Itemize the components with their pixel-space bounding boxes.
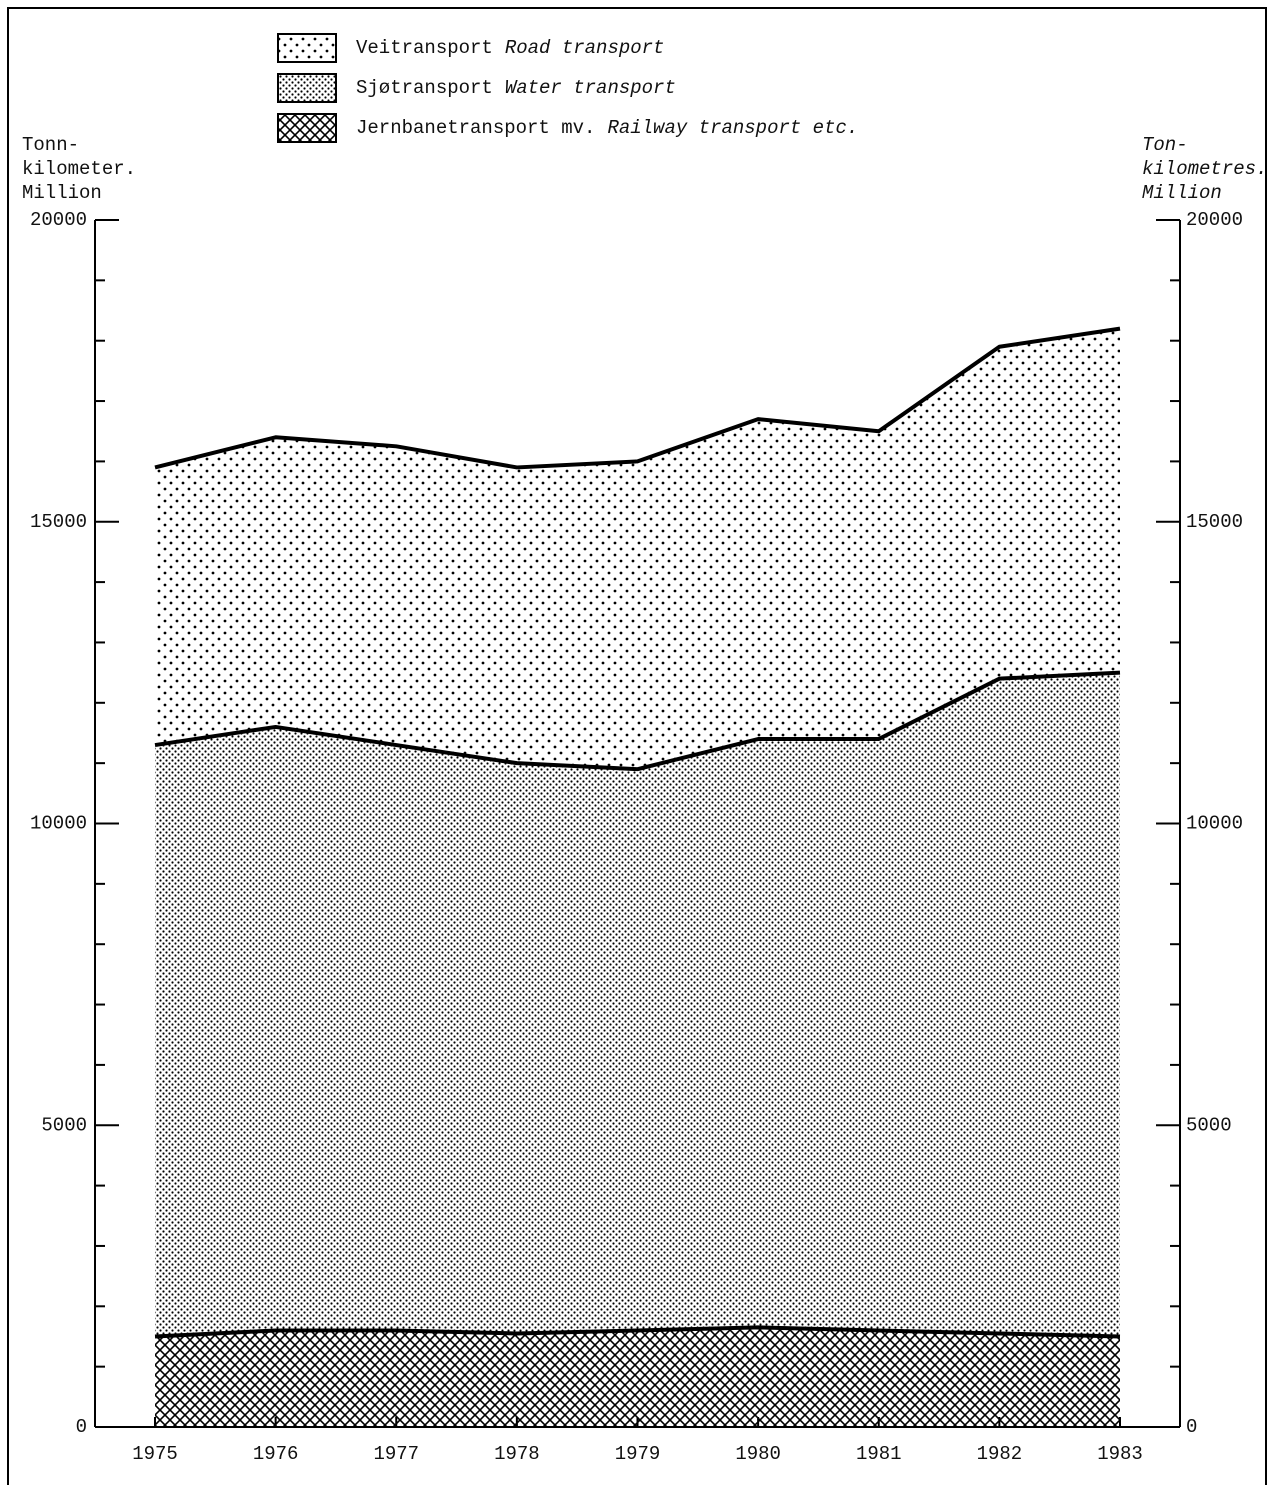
area-fill bbox=[155, 672, 1120, 1337]
legend-name-en: Railway transport etc. bbox=[607, 117, 858, 139]
x-tick-label: 1975 bbox=[132, 1443, 178, 1465]
y-tick-label: 5000 bbox=[41, 1114, 87, 1136]
area-fill bbox=[155, 328, 1120, 770]
y2-axis-label: kilometres. bbox=[1142, 158, 1267, 180]
y2-axis-label: Million bbox=[1142, 182, 1222, 204]
x-tick-label: 1978 bbox=[494, 1443, 540, 1465]
y2-tick-label: 5000 bbox=[1186, 1114, 1232, 1136]
frame bbox=[7, 7, 1267, 1485]
x-tick-label: 1981 bbox=[856, 1443, 902, 1465]
area-fill bbox=[155, 1327, 1120, 1427]
legend-name-en: Water transport bbox=[505, 77, 676, 99]
area-top-line bbox=[154, 670, 1121, 772]
legend-swatch bbox=[277, 73, 337, 103]
x-tick-label: 1977 bbox=[373, 1443, 419, 1465]
y-axis-label: Tonn- bbox=[22, 134, 79, 156]
x-tick-label: 1982 bbox=[977, 1443, 1023, 1465]
area-top-line bbox=[154, 326, 1121, 470]
x-tick-label: 1976 bbox=[253, 1443, 299, 1465]
area-top-line bbox=[154, 1325, 1121, 1339]
y2-tick-label: 15000 bbox=[1186, 511, 1243, 533]
legend-name: Sjøtransport bbox=[356, 77, 493, 99]
y2-axis-label: Ton- bbox=[1142, 134, 1188, 156]
y-axis-label: kilometer. bbox=[22, 158, 136, 180]
legend-name-en: Road transport bbox=[505, 37, 665, 59]
y2-tick-label: 20000 bbox=[1186, 209, 1243, 231]
y2-tick-label: 10000 bbox=[1186, 813, 1243, 835]
y2-tick-label: 0 bbox=[1186, 1416, 1197, 1438]
y-tick-label: 20000 bbox=[30, 209, 87, 231]
y-tick-label: 10000 bbox=[30, 813, 87, 835]
y-axis-label: Million bbox=[22, 182, 102, 204]
x-tick-label: 1980 bbox=[735, 1443, 781, 1465]
legend-label: Sjøtransport Water transport bbox=[356, 77, 676, 99]
legend-label: Veitransport Road transport bbox=[356, 37, 664, 59]
legend-name: Veitransport bbox=[356, 37, 493, 59]
legend-swatch bbox=[277, 33, 337, 63]
x-tick-label: 1979 bbox=[615, 1443, 661, 1465]
legend-name: Jernbanetransport mv. bbox=[356, 117, 595, 139]
legend-swatch bbox=[277, 113, 337, 143]
y-tick-label: 0 bbox=[76, 1416, 87, 1438]
y-tick-label: 15000 bbox=[30, 511, 87, 533]
legend-label: Jernbanetransport mv. Railway transport e… bbox=[356, 117, 858, 139]
x-tick-label: 1983 bbox=[1097, 1443, 1143, 1465]
